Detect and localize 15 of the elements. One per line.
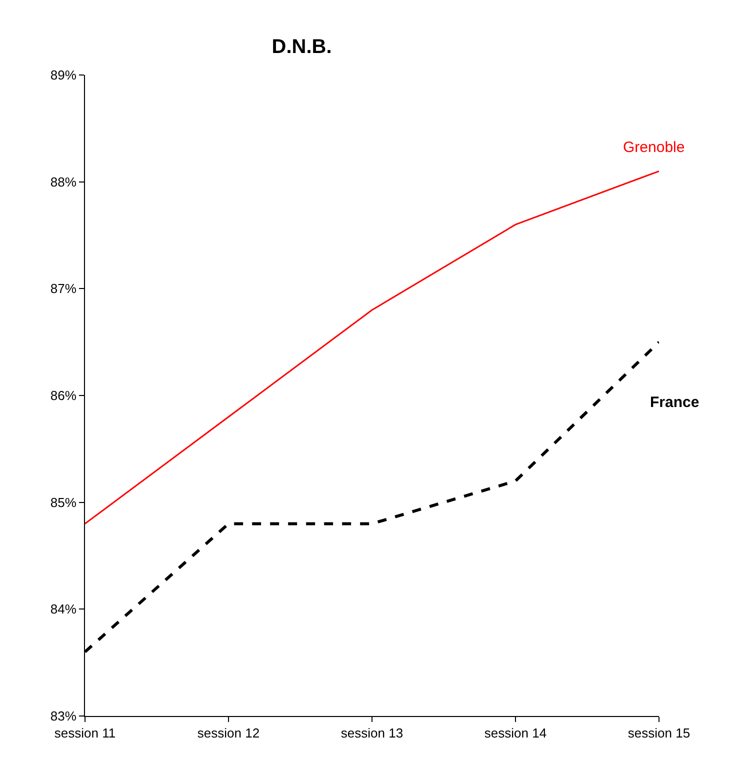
x-tick-label: session 14: [484, 726, 547, 741]
y-tick-label: 85%: [50, 494, 77, 510]
x-tick-label: session 12: [197, 726, 260, 741]
y-tick-label: 84%: [50, 602, 77, 617]
y-tick-label: 83%: [50, 708, 77, 724]
text: France: [650, 394, 700, 411]
y-tick-label: 86%: [50, 388, 77, 404]
x-tick-label: session 11: [54, 726, 116, 741]
x-tick-label: session 15: [628, 726, 690, 741]
x-tick-label: session 13: [340, 726, 404, 741]
y-tick-label: 87%: [50, 281, 77, 296]
y-tick-label: 88%: [50, 174, 77, 190]
y-tick-label: 89%: [50, 68, 77, 83]
series-label: Grenoble: [623, 139, 685, 156]
chart-title: D.N.B.: [272, 36, 332, 58]
